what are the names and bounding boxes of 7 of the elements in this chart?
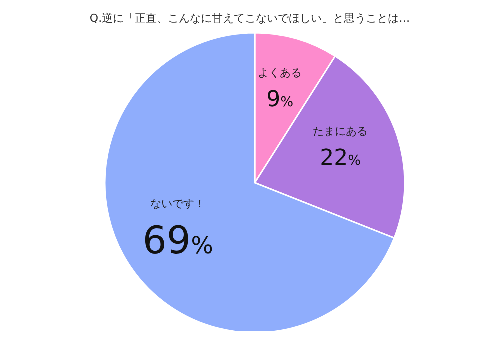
data-label: 69% (142, 218, 214, 262)
slice-label: ないです！ (150, 197, 206, 210)
slice-label: たまにある (313, 125, 368, 138)
data-label: 9% (266, 88, 294, 113)
chart-title: Q.逆に「正直、こんなに甘えてこないでほしい」と思うことは… (88, 11, 412, 26)
slice-label: よくある (258, 66, 302, 80)
data-label: 22% (320, 146, 362, 172)
